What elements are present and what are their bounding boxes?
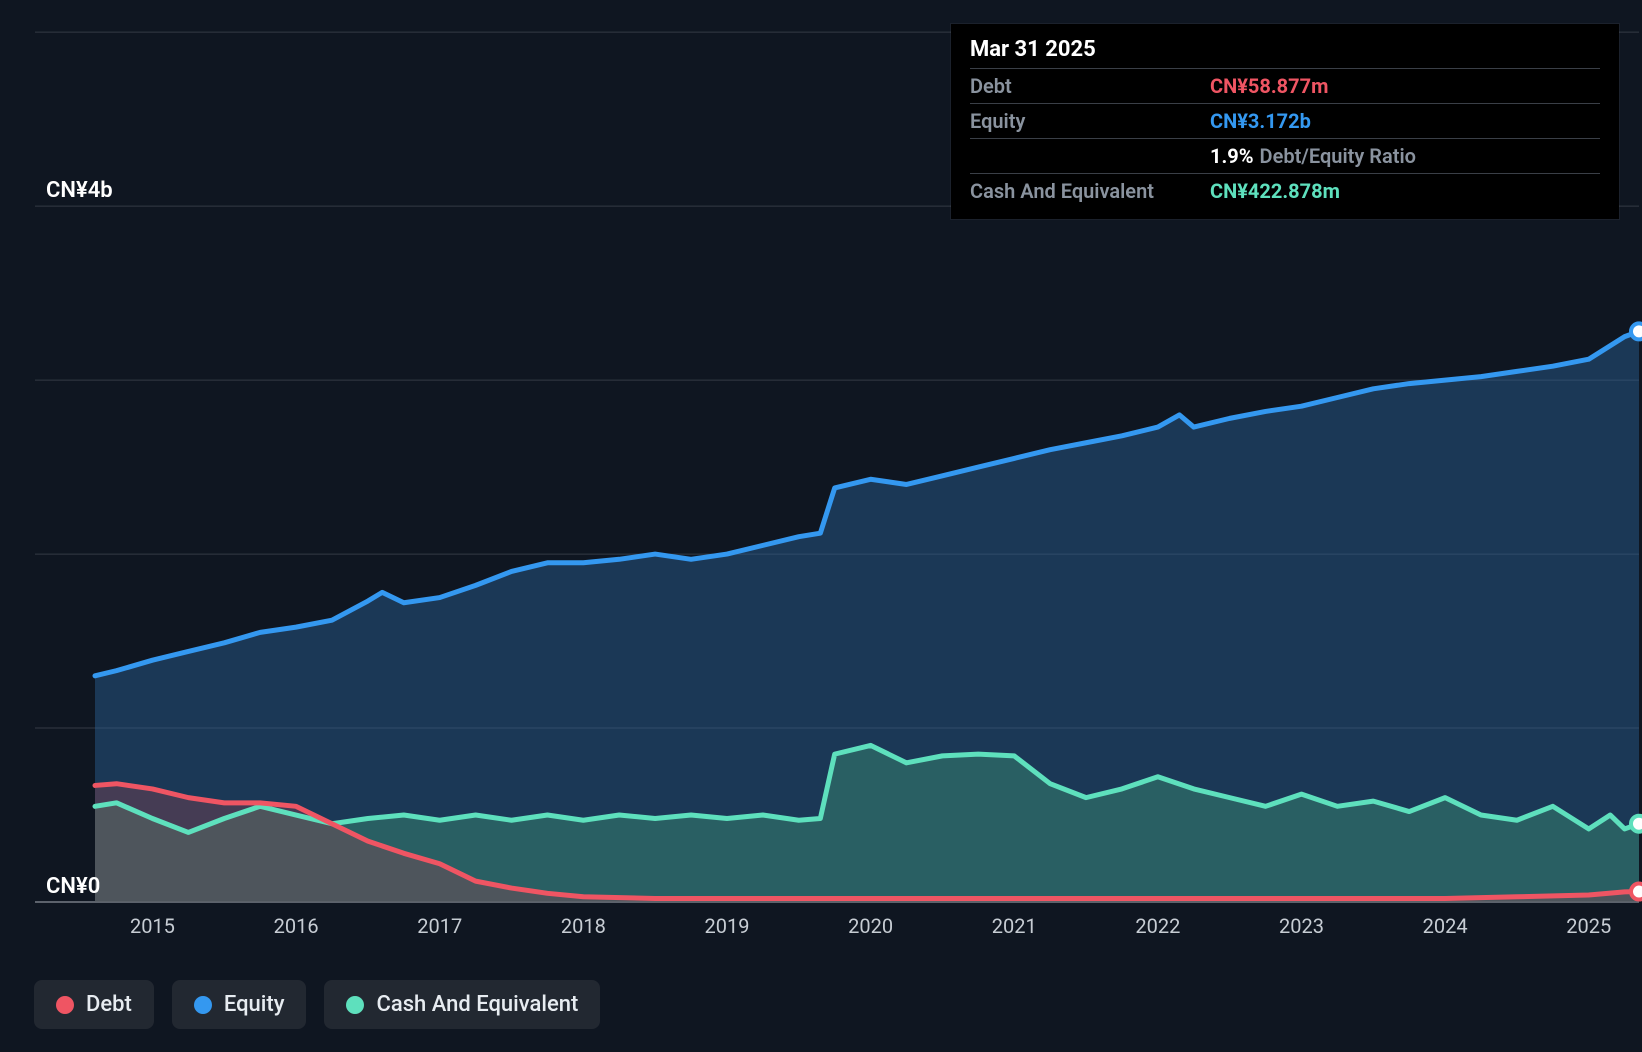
x-axis-label: 2025 bbox=[1566, 914, 1611, 938]
x-axis-label: 2017 bbox=[417, 914, 462, 938]
legend-dot-icon bbox=[194, 996, 212, 1014]
legend-item-debt[interactable]: Debt bbox=[34, 980, 154, 1029]
tooltip-title: Mar 31 2025 bbox=[970, 37, 1600, 68]
x-axis-label: 2018 bbox=[561, 914, 606, 938]
legend-item-label: Cash And Equivalent bbox=[376, 992, 578, 1017]
tooltip-rows: DebtCN¥58.877mEquityCN¥3.172b1.9%Debt/Eq… bbox=[970, 68, 1600, 208]
x-axis-label: 2019 bbox=[704, 914, 749, 938]
legend-item-equity[interactable]: Equity bbox=[172, 980, 307, 1029]
x-axis-label: 2023 bbox=[1279, 914, 1324, 938]
chart-container: Mar 31 2025 DebtCN¥58.877mEquityCN¥3.172… bbox=[0, 0, 1642, 1052]
tooltip-row-label: Equity bbox=[970, 109, 1210, 133]
legend-dot-icon bbox=[56, 996, 74, 1014]
legend-item-label: Debt bbox=[86, 992, 132, 1017]
legend-dot-icon bbox=[346, 996, 364, 1014]
x-axis-label: 2022 bbox=[1135, 914, 1180, 938]
tooltip-ratio-pct: 1.9% bbox=[1210, 144, 1254, 168]
tooltip-row: 1.9%Debt/Equity Ratio bbox=[970, 138, 1600, 173]
tooltip-row-value: CN¥58.877m bbox=[1210, 74, 1328, 98]
tooltip-ratio-text: Debt/Equity Ratio bbox=[1260, 144, 1416, 168]
x-axis-label: 2016 bbox=[274, 914, 319, 938]
chart-legend: Debt Equity Cash And Equivalent bbox=[34, 980, 600, 1029]
legend-item-cash[interactable]: Cash And Equivalent bbox=[324, 980, 600, 1029]
tooltip-row-value: CN¥3.172b bbox=[1210, 109, 1311, 133]
y-axis-label: CN¥4b bbox=[46, 178, 113, 203]
tooltip-row: EquityCN¥3.172b bbox=[970, 103, 1600, 138]
y-axis-label: CN¥0 bbox=[46, 874, 100, 899]
x-axis-label: 2024 bbox=[1423, 914, 1468, 938]
legend-item-label: Equity bbox=[224, 992, 285, 1017]
x-axis-label: 2021 bbox=[992, 914, 1037, 938]
tooltip-row-value: CN¥422.878m bbox=[1210, 179, 1340, 203]
tooltip-row: DebtCN¥58.877m bbox=[970, 68, 1600, 103]
tooltip-row: Cash And EquivalentCN¥422.878m bbox=[970, 173, 1600, 208]
x-axis-label: 2015 bbox=[130, 914, 175, 938]
chart-tooltip: Mar 31 2025 DebtCN¥58.877mEquityCN¥3.172… bbox=[951, 24, 1619, 219]
tooltip-row-label: Cash And Equivalent bbox=[970, 179, 1210, 203]
x-axis-label: 2020 bbox=[848, 914, 893, 938]
tooltip-row-label: Debt bbox=[970, 74, 1210, 98]
